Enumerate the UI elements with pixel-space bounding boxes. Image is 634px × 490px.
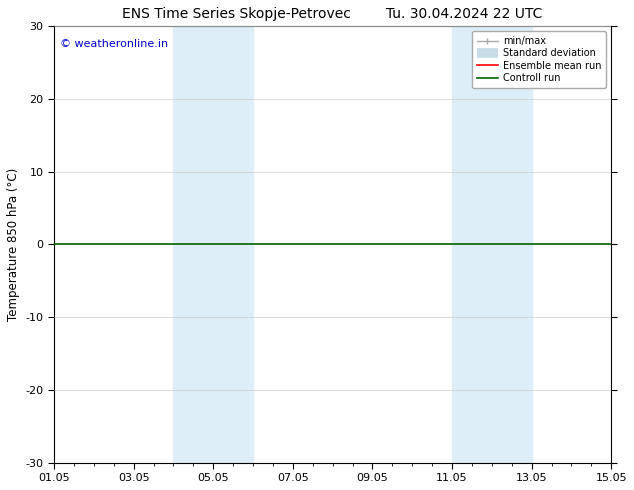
- Legend: min/max, Standard deviation, Ensemble mean run, Controll run: min/max, Standard deviation, Ensemble me…: [472, 31, 606, 88]
- Y-axis label: Temperature 850 hPa (°C): Temperature 850 hPa (°C): [7, 168, 20, 321]
- Title: ENS Time Series Skopje-Petrovec        Tu. 30.04.2024 22 UTC: ENS Time Series Skopje-Petrovec Tu. 30.0…: [122, 7, 543, 21]
- Text: © weatheronline.in: © weatheronline.in: [60, 39, 168, 49]
- Bar: [174, 26, 253, 463]
- Bar: [452, 26, 532, 463]
